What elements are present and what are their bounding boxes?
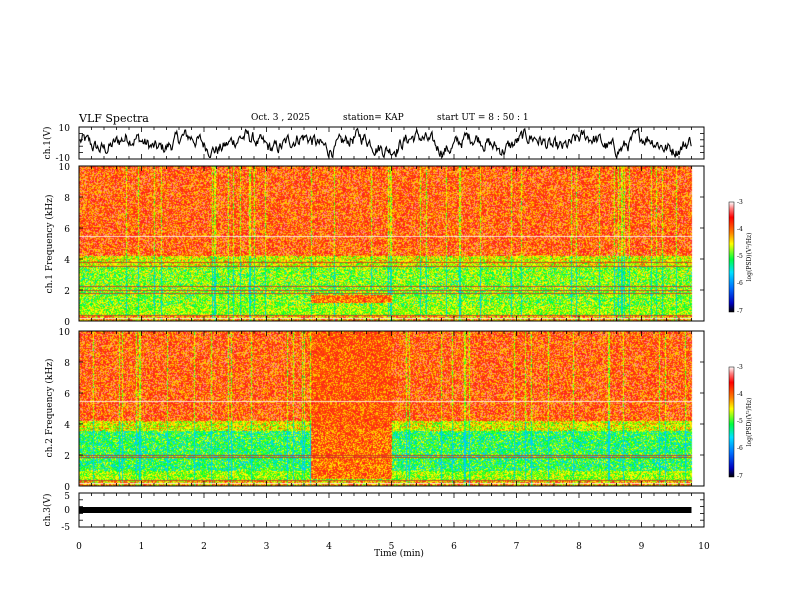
cb2-tick-m6: -6 <box>737 445 743 452</box>
x-tick-label-9: 9 <box>639 542 645 552</box>
ch1-waveform-panel: 10 -10 ch.1(V) <box>42 124 705 164</box>
ch1-ytick-8: 8 <box>64 194 70 204</box>
x-axis-label: Time (min) <box>374 548 424 559</box>
ch1-ytick-bottom: -10 <box>56 154 71 164</box>
cb2-tick-m7: -7 <box>737 473 743 480</box>
x-tick-label-8: 8 <box>576 542 582 552</box>
ch2-ytick-8: 8 <box>64 359 70 369</box>
station-label: station= KAP <box>343 113 404 123</box>
ch1-colorbar: -3 -4 -5 -6 -7 log(PSD)(V²/Hz) <box>728 199 753 315</box>
ch3-ylabel: ch.3(V) <box>42 494 53 527</box>
date-label: Oct. 3 , 2025 <box>251 113 310 123</box>
x-tick-label-5: 5 <box>389 542 395 552</box>
ch2-spectrogram-panel: 0 2 4 6 8 10 ch.2 Frequency (kHz) <box>44 328 705 493</box>
x-tick-label-10: 10 <box>698 542 710 552</box>
x-tick-label-6: 6 <box>451 542 457 552</box>
ch2-colorbar: -3 -4 -5 -6 -7 log(PSD)(V²/Hz) <box>728 364 753 480</box>
cb2-tick-m3: -3 <box>737 364 743 371</box>
ch1-ylabel: ch.1(V) <box>42 127 53 160</box>
ch1-ytick-10: 10 <box>59 163 71 173</box>
cb1-tick-m7: -7 <box>737 308 743 315</box>
cb2-label: log(PSD)(V²/Hz) <box>746 398 753 447</box>
ch1-ylabel-freq: ch.1 Frequency (kHz) <box>44 195 55 294</box>
ch2-ylabel-freq: ch.2 Frequency (kHz) <box>44 359 55 458</box>
ch2-ytick-2: 2 <box>64 452 70 462</box>
ch3-trace <box>79 507 692 513</box>
x-tick-label-3: 3 <box>264 542 270 552</box>
ch1-ytick-0: 0 <box>64 318 70 328</box>
ch2-ytick-6: 6 <box>64 390 70 400</box>
x-tick-label-2: 2 <box>201 542 207 552</box>
x-tick-label-7: 7 <box>514 542 520 552</box>
axis-ticks <box>78 126 705 528</box>
ch2-ytick-4: 4 <box>64 421 70 431</box>
start-time-label: start UT = 8 : 50 : 1 <box>437 113 529 123</box>
ch2-spectrogram-image <box>79 331 704 486</box>
ch3-ytick-5: 5 <box>64 492 70 502</box>
ch1-freq-ticks: 0 2 4 6 8 10 <box>59 163 71 328</box>
ch3-waveform-panel: 5 0 -5 ch.3(V) <box>42 492 705 533</box>
ch1-trace <box>79 127 692 160</box>
cb1-tick-m5: -5 <box>737 253 743 260</box>
ch3-ytick-minus5: -5 <box>61 523 70 533</box>
cb2-tick-m5: -5 <box>737 418 743 425</box>
x-tick-label-0: 0 <box>76 542 82 552</box>
cb1-tick-m3: -3 <box>737 199 743 206</box>
ch1-spectrogram-panel: 0 2 4 6 8 10 ch.1 Frequency (kHz) <box>44 163 705 328</box>
cb1-tick-m4: -4 <box>737 226 743 233</box>
x-axis-tick-labels: 0 1 2 3 4 5 6 7 8 9 10 <box>76 542 710 552</box>
cb2-tick-m4: -4 <box>737 391 743 398</box>
x-tick-label-4: 4 <box>326 542 332 552</box>
ch1-ytick-6: 6 <box>64 225 70 235</box>
ch1-spectrogram-image <box>79 166 704 321</box>
ch2-ytick-0: 0 <box>64 483 70 493</box>
cb1-tick-m6: -6 <box>737 280 743 287</box>
ch1-ytick-top: 10 <box>59 124 71 134</box>
ch2-ytick-10: 10 <box>59 328 71 338</box>
ch3-ytick-0: 0 <box>64 506 70 516</box>
ch1-ytick-2: 2 <box>64 287 70 297</box>
ch1-ytick-4: 4 <box>64 256 70 266</box>
x-tick-label-1: 1 <box>139 542 145 552</box>
cb1-label: log(PSD)(V²/Hz) <box>746 233 753 282</box>
figure-title: VLF Spectra <box>79 112 149 125</box>
